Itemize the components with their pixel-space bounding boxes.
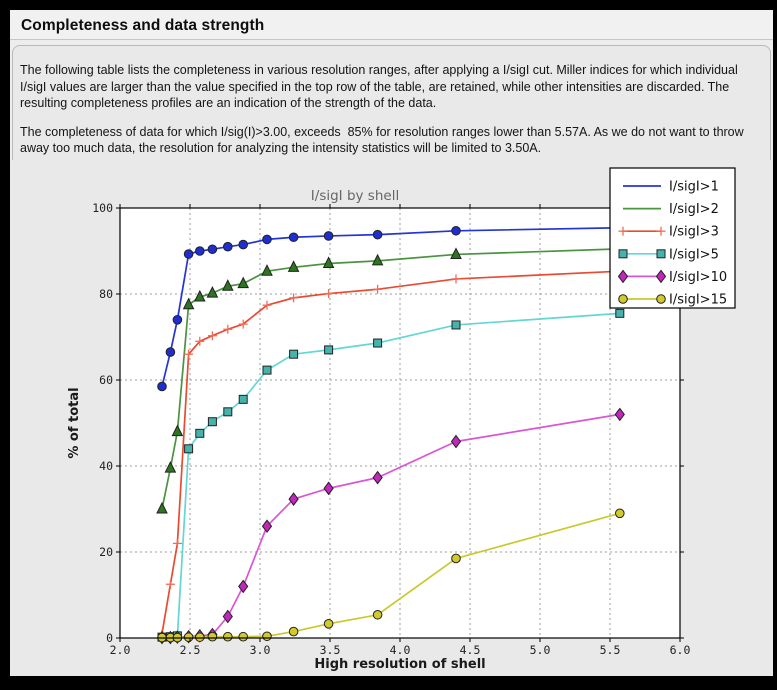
y-tick-label: 20 (99, 545, 113, 559)
x-tick-label: 5.0 (530, 643, 551, 657)
x-tick-label: 2.0 (110, 643, 131, 657)
chart-figure: 2.0 2.5 3.0 3.5 4.0 4.5 5.0 5.5 6.0 0 20 40 60 80 100 I… (10, 160, 773, 676)
legend-label: I/sigI>3 (669, 225, 719, 240)
x-tick-label: 3.5 (320, 643, 341, 657)
x-tick-label: 2.5 (180, 643, 201, 657)
paragraph-completeness-description: The following table lists the completene… (20, 63, 742, 110)
isigi-by-shell-chart: 2.0 2.5 3.0 3.5 4.0 4.5 5.0 5.5 6.0 0 20 40 60 80 100 I… (10, 160, 773, 676)
x-tick-label: 4.5 (460, 643, 481, 657)
legend-label: I/sigI>1 (669, 180, 719, 195)
chart-title: I/sigI by shell (311, 188, 399, 204)
legend-box (609, 167, 736, 309)
x-tick-label: 3.0 (250, 643, 271, 657)
series-line-3 (161, 270, 620, 634)
series-line-2 (161, 248, 620, 510)
page-title: Completeness and data strength (21, 17, 265, 34)
series-line-4 (161, 312, 620, 638)
series-line-1 (161, 226, 620, 387)
legend-label: I/sigI>5 (669, 247, 719, 262)
page-header: Completeness and data strength (10, 10, 773, 40)
y-tick-label: 0 (106, 631, 113, 645)
legend-label: I/sigI>15 (669, 293, 727, 308)
body-text: The following table lists the completene… (20, 50, 765, 157)
paragraph-resolution-conclusion: The completeness of data for which I/sig… (20, 124, 748, 156)
y-tick-label: 60 (99, 373, 113, 387)
y-axis-label: % of total (67, 387, 82, 458)
x-tick-label: 4.0 (390, 643, 411, 657)
legend-label: I/sigI>2 (669, 202, 719, 217)
x-axis-label: High resolution of shell (314, 657, 485, 672)
x-tick-label: 6.0 (670, 643, 691, 657)
y-tick-label: 40 (99, 459, 113, 473)
y-tick-label: 100 (92, 201, 113, 215)
y-tick-label: 80 (99, 287, 113, 301)
content-area: Completeness and data strength The follo… (10, 10, 773, 676)
x-tick-label: 5.5 (600, 643, 621, 657)
legend-label: I/sigI>10 (669, 270, 727, 285)
